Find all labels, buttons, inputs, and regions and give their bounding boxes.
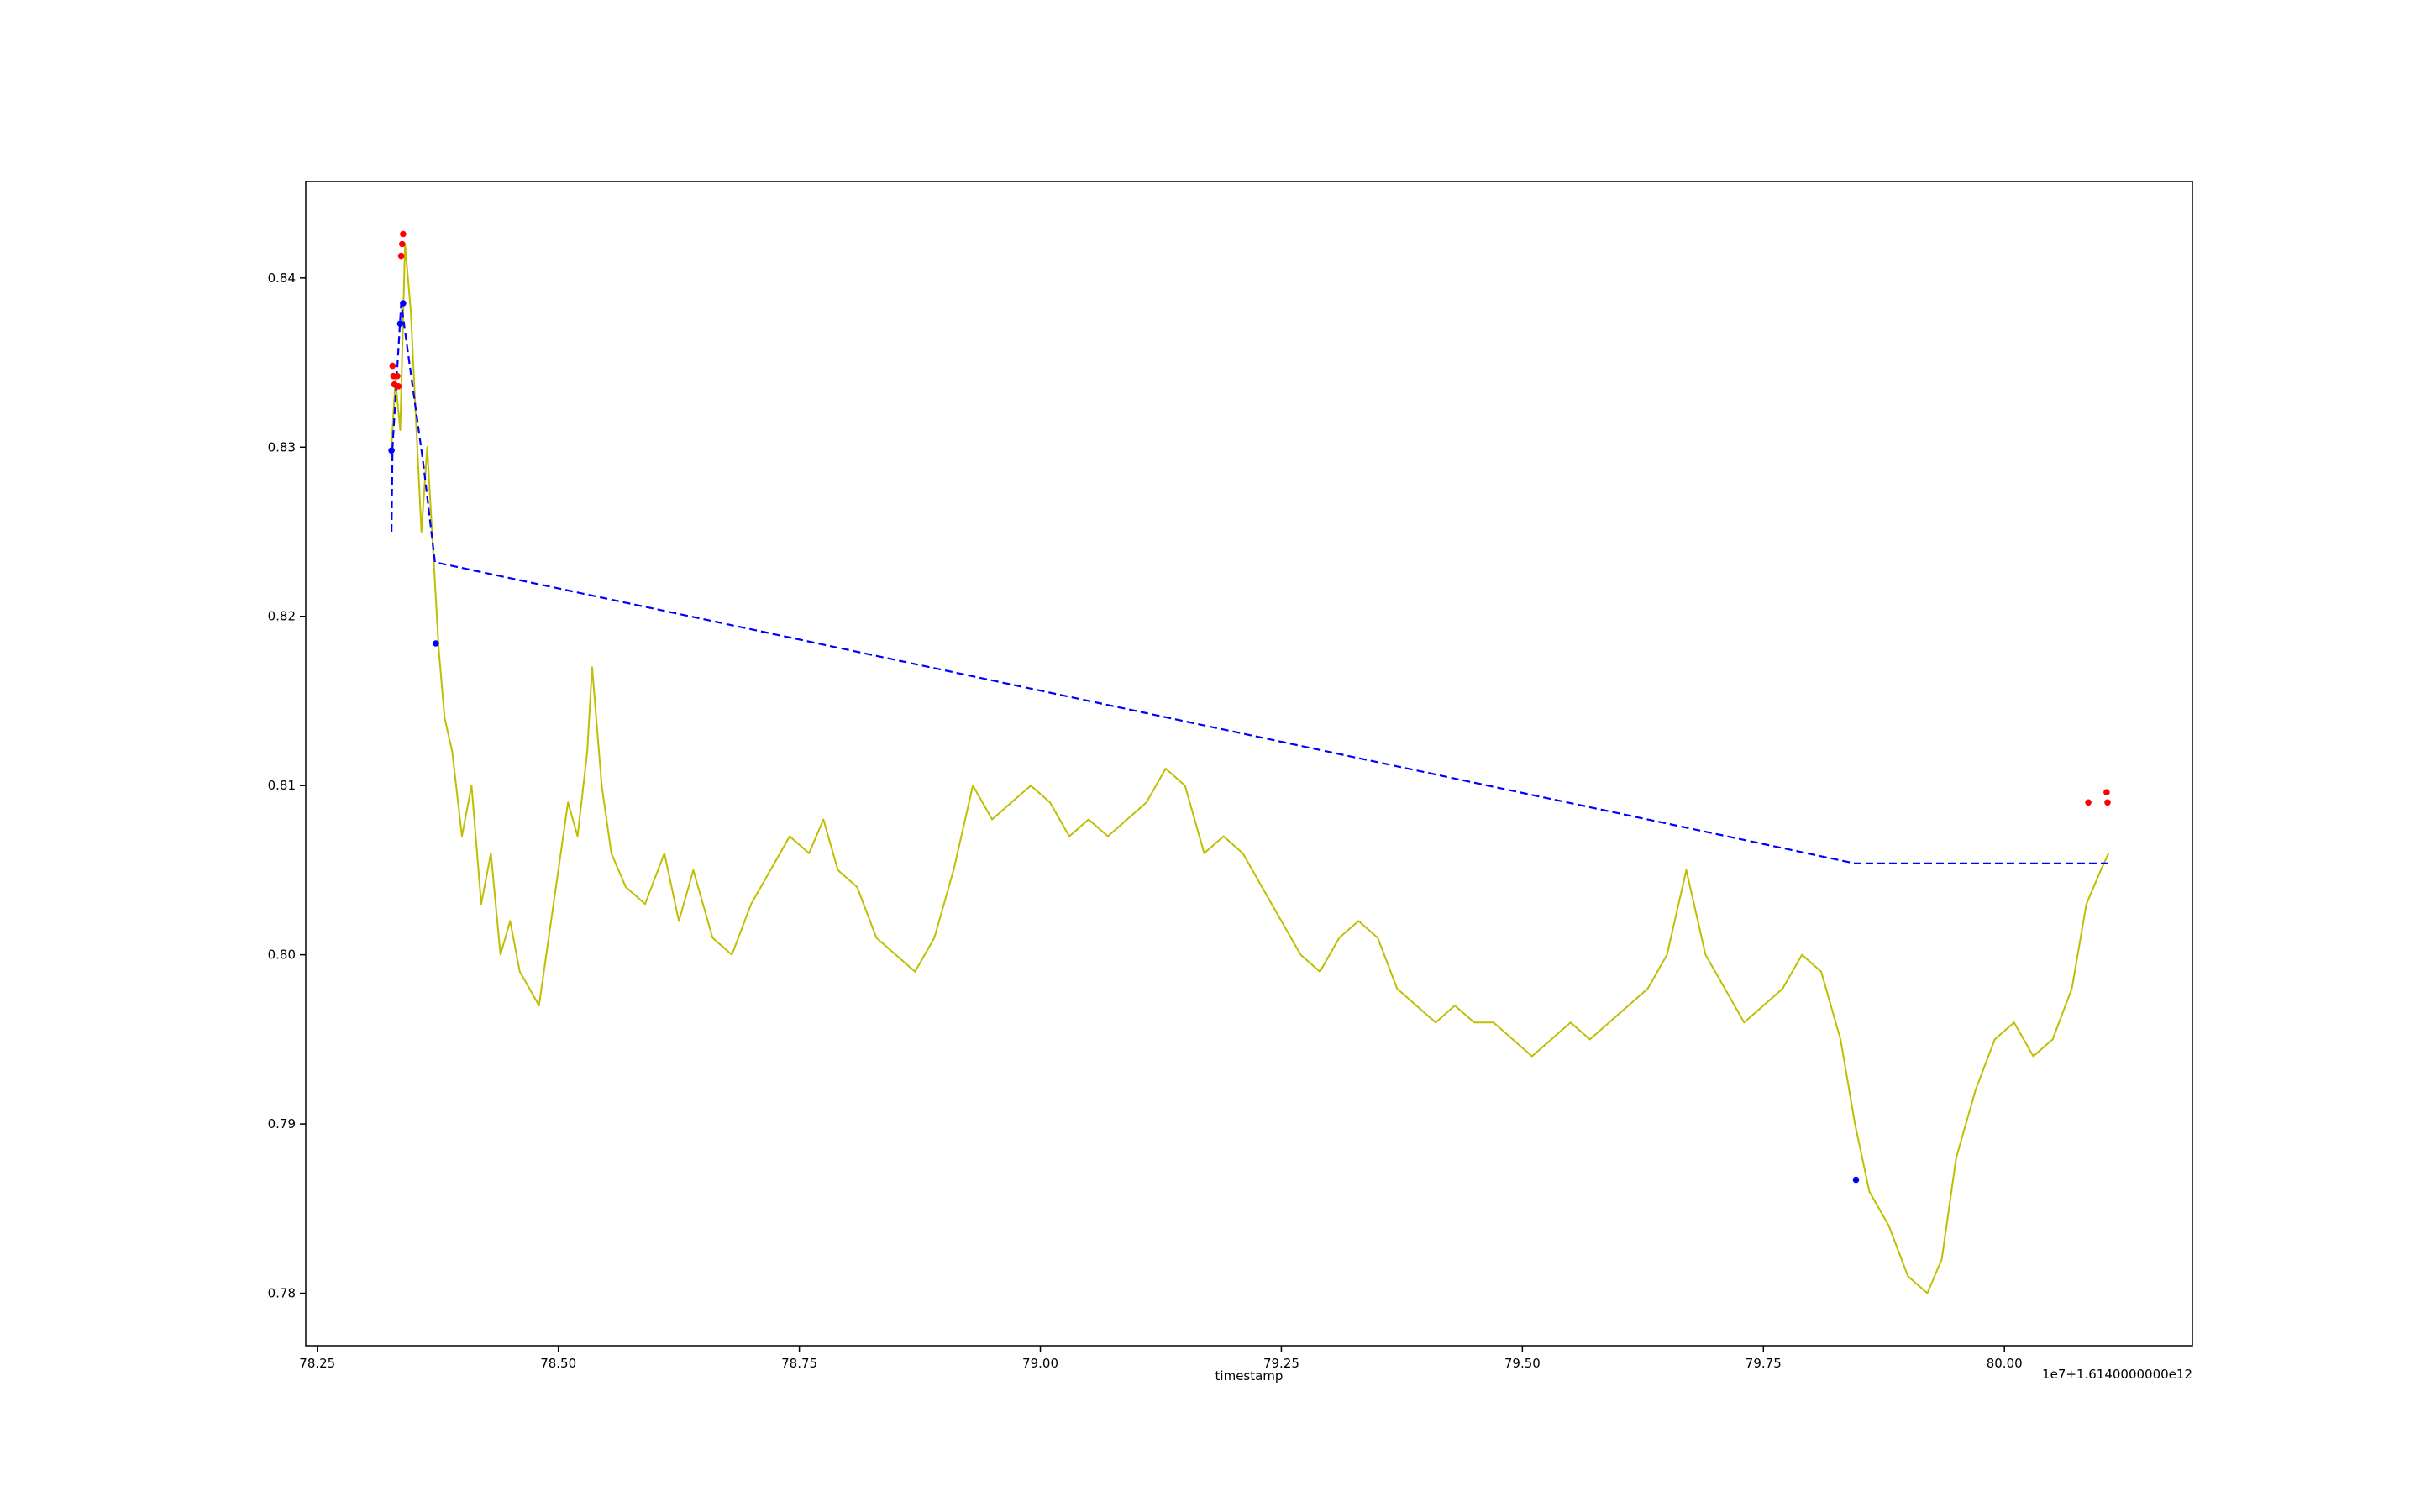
x-tick-label: 79.00: [1022, 1356, 1058, 1371]
x-axis-offset-text: 1e7+1.6140000000e12: [2042, 1367, 2192, 1382]
sell-marker: [389, 362, 396, 370]
buy-marker: [388, 447, 395, 454]
sell-marker: [2103, 789, 2110, 795]
x-tick-label: 80.00: [1987, 1356, 2023, 1371]
y-tick-label: 0.80: [268, 948, 296, 963]
y-axis: 0.78 0.79 0.80 0.81 0.82 0.83 0.84: [268, 270, 306, 1301]
y-tick-label: 0.78: [268, 1286, 296, 1301]
buy-marker: [400, 300, 407, 307]
x-tick-label: 78.25: [299, 1356, 335, 1371]
y-tick-label: 0.83: [268, 439, 296, 454]
trend-line: [391, 302, 2109, 865]
sell-marker: [394, 372, 401, 380]
plot-area: [388, 230, 2111, 1294]
sell-marker: [2104, 799, 2111, 806]
sell-marker: [397, 252, 405, 260]
x-axis: 78.25 78.50 78.75 79.00 79.25 79.50 79.75 80.00: [299, 1346, 2023, 1371]
x-tick-label: 78.75: [781, 1356, 817, 1371]
y-tick-label: 0.84: [268, 270, 296, 286]
sell-marker: [399, 240, 406, 248]
x-tick-label: 79.50: [1504, 1356, 1541, 1371]
axes-frame: [305, 181, 2193, 1347]
x-tick-label: 79.25: [1263, 1356, 1299, 1371]
buy-marker: [1852, 1176, 1860, 1184]
y-tick-label: 0.82: [268, 609, 296, 624]
price-line: [391, 243, 2110, 1294]
sell-marker: [400, 230, 407, 238]
buy-marker: [433, 640, 439, 647]
x-tick-label: 78.50: [540, 1356, 576, 1371]
y-tick-label: 0.79: [268, 1116, 296, 1131]
sell-marker: [2085, 799, 2092, 806]
y-tick-label: 0.81: [268, 778, 296, 793]
x-tick-label: 79.75: [1746, 1356, 1782, 1371]
sell-marker: [395, 383, 402, 390]
buy-marker: [396, 320, 404, 328]
x-axis-label: timestamp: [1215, 1368, 1284, 1383]
